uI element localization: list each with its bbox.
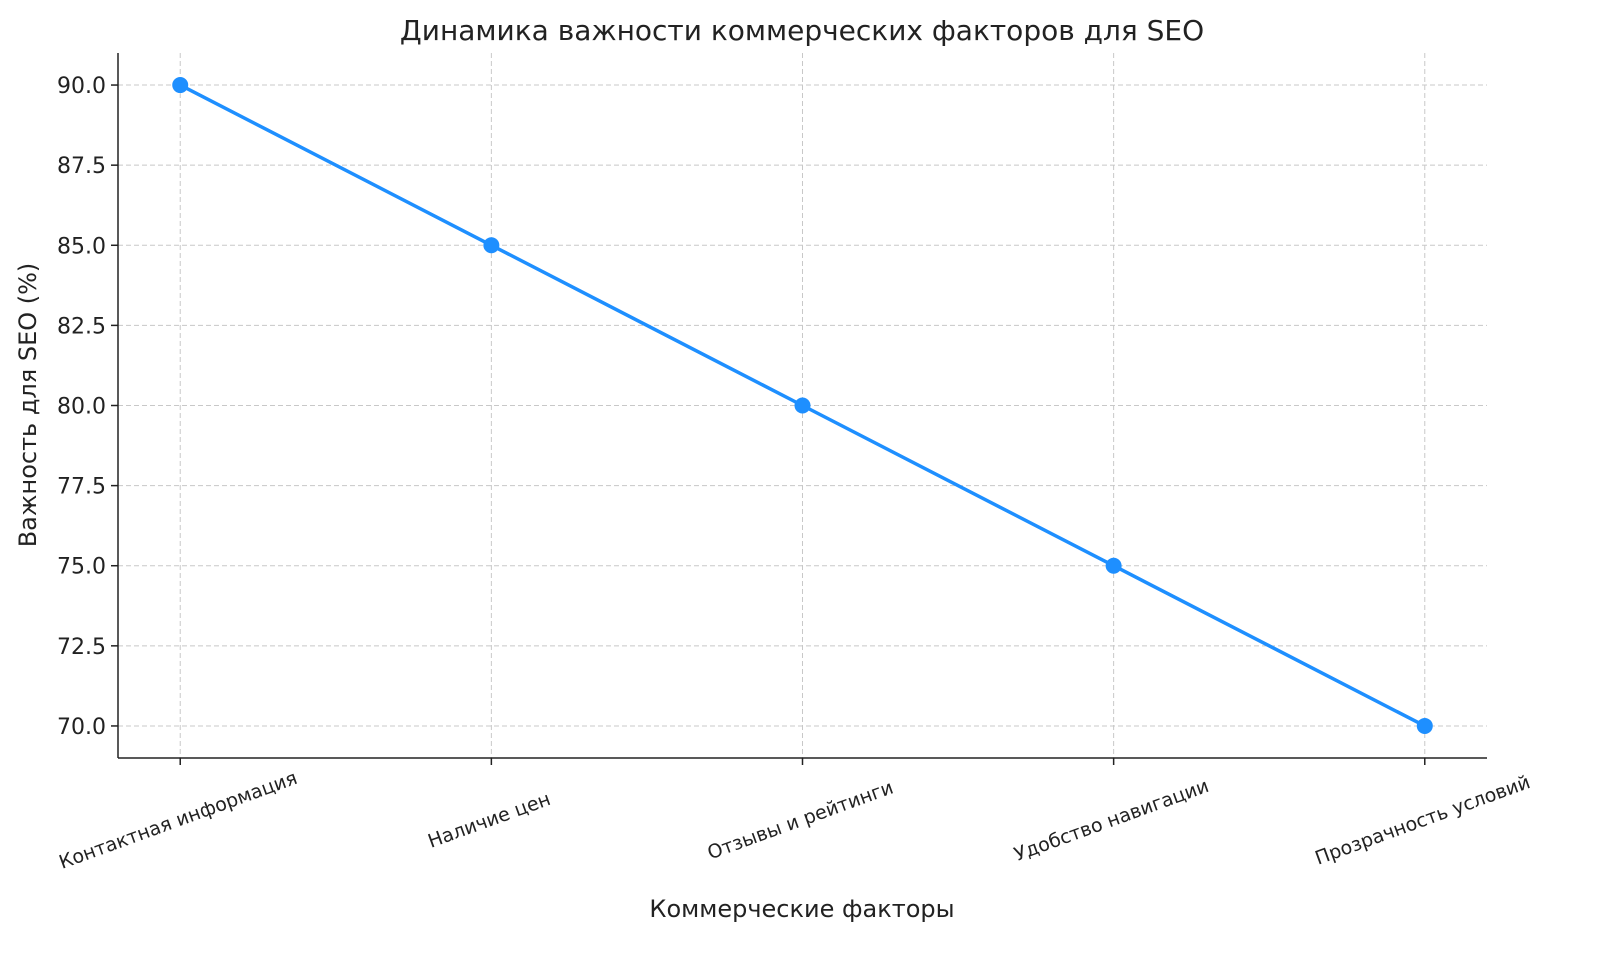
y-tick-label: 77.5 bbox=[57, 475, 106, 500]
series-line bbox=[172, 77, 1433, 734]
y-axis-label: Важность для SEO (%) bbox=[14, 263, 42, 548]
y-tick-label: 75.0 bbox=[57, 555, 106, 580]
y-tick-label: 85.0 bbox=[57, 234, 106, 259]
x-ticks: Контактная информация Наличие цен Отзывы и… bbox=[56, 758, 1533, 874]
data-point bbox=[1416, 717, 1433, 734]
data-point bbox=[483, 237, 500, 254]
x-tick-label: Прозрачность условий bbox=[1312, 771, 1533, 869]
y-tick-label: 70.0 bbox=[57, 715, 106, 740]
x-axis-label: Коммерческие факторы bbox=[649, 895, 954, 923]
y-tick-label: 87.5 bbox=[57, 154, 106, 179]
y-tick-label: 90.0 bbox=[57, 74, 106, 99]
x-tick-label: Наличие цен bbox=[425, 788, 554, 853]
y-tick-label: 72.5 bbox=[57, 635, 106, 660]
chart-title: Динамика важности коммерческих факторов … bbox=[400, 14, 1204, 47]
data-point bbox=[794, 397, 811, 414]
y-tick-label: 82.5 bbox=[57, 314, 106, 339]
x-tick-label: Контактная информация bbox=[56, 767, 300, 874]
y-ticks: 70.0 72.5 75.0 77.5 80.0 82.5 85.0 87.5 90.0 bbox=[57, 74, 118, 740]
data-point bbox=[1105, 557, 1122, 574]
x-tick-label: Отзывы и рейтинги bbox=[705, 777, 897, 865]
y-tick-label: 80.0 bbox=[57, 395, 106, 420]
x-tick-label: Удобство навигации bbox=[1011, 775, 1211, 866]
data-point bbox=[172, 77, 189, 94]
